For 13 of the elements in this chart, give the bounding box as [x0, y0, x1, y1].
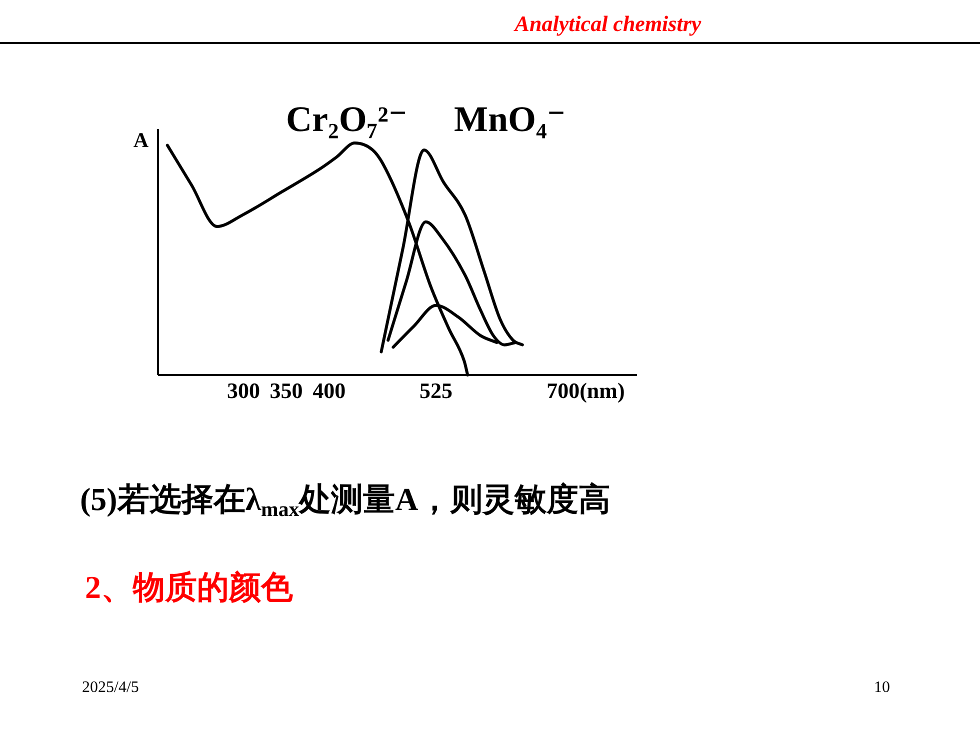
x-tick-label: 300: [227, 378, 260, 403]
series-label: MnO₄⁻: [454, 99, 566, 139]
text: 2、物质的颜色: [85, 569, 294, 605]
text: 2025/4/5: [82, 679, 139, 696]
x-tick-label: 400: [312, 378, 346, 403]
x-tick-label: 350: [270, 378, 303, 403]
x-tick-label: 700(nm): [546, 378, 625, 403]
text: Analytical chemistry: [512, 11, 702, 36]
text: 10: [874, 679, 890, 696]
text: (5)若选择在λ$_{max}$处测量A，则灵敏度高: [80, 481, 610, 522]
x-tick-label: 525: [419, 378, 452, 403]
y-axis-title: A: [133, 128, 150, 152]
series-label: Cr₂O₇²⁻: [286, 99, 408, 139]
